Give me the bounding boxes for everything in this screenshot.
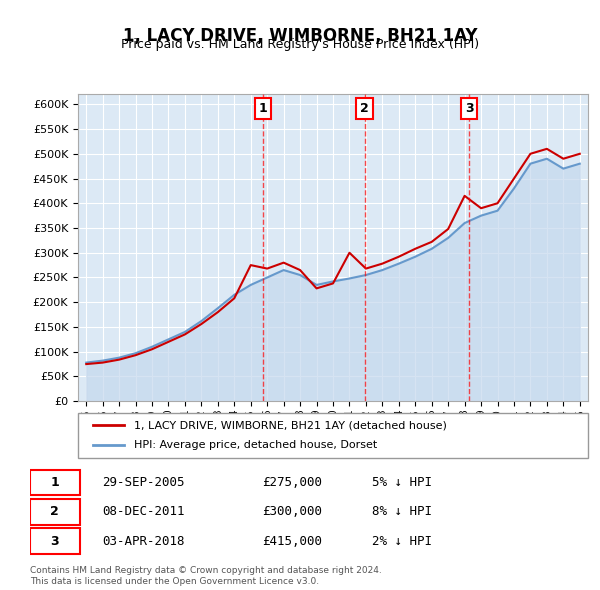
Text: 3: 3 bbox=[465, 102, 473, 115]
Text: 1: 1 bbox=[259, 102, 268, 115]
FancyBboxPatch shape bbox=[30, 470, 80, 496]
Text: 1: 1 bbox=[50, 476, 59, 489]
Text: 1, LACY DRIVE, WIMBORNE, BH21 1AY: 1, LACY DRIVE, WIMBORNE, BH21 1AY bbox=[123, 27, 477, 45]
Text: Contains HM Land Registry data © Crown copyright and database right 2024.
This d: Contains HM Land Registry data © Crown c… bbox=[30, 566, 382, 586]
Text: Price paid vs. HM Land Registry's House Price Index (HPI): Price paid vs. HM Land Registry's House … bbox=[121, 38, 479, 51]
Text: £415,000: £415,000 bbox=[262, 535, 322, 548]
FancyBboxPatch shape bbox=[30, 528, 80, 554]
FancyBboxPatch shape bbox=[30, 499, 80, 525]
Text: 08-DEC-2011: 08-DEC-2011 bbox=[102, 505, 184, 519]
Text: 2% ↓ HPI: 2% ↓ HPI bbox=[372, 535, 432, 548]
Text: 8% ↓ HPI: 8% ↓ HPI bbox=[372, 505, 432, 519]
Text: £300,000: £300,000 bbox=[262, 505, 322, 519]
Text: HPI: Average price, detached house, Dorset: HPI: Average price, detached house, Dors… bbox=[134, 440, 377, 450]
Text: 5% ↓ HPI: 5% ↓ HPI bbox=[372, 476, 432, 489]
Text: 3: 3 bbox=[50, 535, 59, 548]
FancyBboxPatch shape bbox=[78, 413, 588, 458]
Text: £275,000: £275,000 bbox=[262, 476, 322, 489]
Text: 1, LACY DRIVE, WIMBORNE, BH21 1AY (detached house): 1, LACY DRIVE, WIMBORNE, BH21 1AY (detac… bbox=[134, 421, 447, 430]
Text: 03-APR-2018: 03-APR-2018 bbox=[102, 535, 184, 548]
Text: 2: 2 bbox=[50, 505, 59, 519]
Text: 2: 2 bbox=[360, 102, 369, 115]
Text: 29-SEP-2005: 29-SEP-2005 bbox=[102, 476, 184, 489]
